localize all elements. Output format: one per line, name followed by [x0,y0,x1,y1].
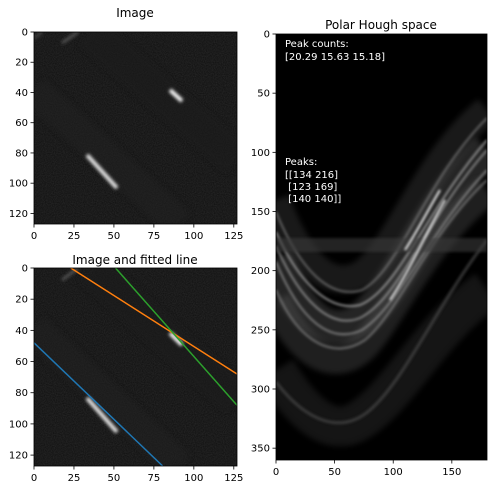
y-tick-label: 150 [251,207,270,218]
x-tick-label: 0 [273,467,279,478]
x-tick-label: 50 [108,473,121,484]
plot-frame [33,267,238,467]
y-tick-label: 120 [9,451,28,462]
bright-segment-lower [85,396,119,434]
panel-image-title: Image [116,6,154,20]
peaks-row-2: [123 169] [285,182,337,193]
x-tick-label: 100 [184,231,203,242]
image-axes: 0 25 50 75 100 125 0 20 40 60 80 100 120 [9,28,243,243]
panel-image: Image 0 25 50 75 100 125 0 20 40 60 80 100 120 [9,6,243,242]
y-tick-label: 100 [251,148,270,159]
panel-hough-title: Polar Hough space [325,18,437,32]
x-tick-label: 125 [224,473,243,484]
x-tick-label: 25 [68,473,81,484]
peaks-row-1: [[134 216] [285,170,338,181]
panel-fitted-title: Image and fitted line [72,253,197,267]
y-tick-label: 0 [22,264,28,275]
x-tick-label: 0 [31,231,37,242]
plot-frame [33,31,238,225]
x-tick-label: 25 [68,231,81,242]
bright-segment-upper [168,88,184,103]
peak-counts-value: [20.29 15.63 15.18] [285,52,385,63]
fitted-lines [34,268,237,466]
y-tick-label: 20 [15,295,28,306]
x-tick-label: 0 [31,473,37,484]
x-tick-label: 50 [108,231,121,242]
y-tick-label: 0 [264,30,270,41]
x-tick-label: 75 [148,473,161,484]
fitted-line-1 [34,342,164,466]
y-tick-label: 40 [15,88,28,99]
peaks-label: Peaks: [285,157,317,168]
y-tick-label: 100 [9,179,28,190]
plot-frame [275,33,488,461]
fitted-line-2 [70,268,237,375]
y-tick-label: 50 [257,89,270,100]
y-tick-label: 80 [15,148,28,159]
y-tick-label: 40 [15,326,28,337]
hough-raster [276,34,487,460]
y-tick-label: 300 [251,385,270,396]
y-tick-label: 200 [251,266,270,277]
bright-segment-upper [168,331,184,347]
x-tick-label: 100 [184,473,203,484]
fitted-axes: 0 25 50 75 100 125 0 20 40 60 80 100 120 [9,264,243,485]
y-tick-label: 20 [15,58,28,69]
y-tick-label: 120 [9,209,28,220]
y-tick-label: 250 [251,325,270,336]
y-tick-label: 80 [15,388,28,399]
panel-hough: Polar Hough space 0 50 100 150 0 50 100 150 200 2… [251,18,488,478]
y-tick-label: 350 [251,444,270,455]
x-tick-label: 150 [442,467,461,478]
x-tick-label: 50 [328,467,341,478]
peak-counts-label: Peak counts: [285,39,349,50]
panel-fitted: Image and fitted line 0 25 50 75 100 125 0 20 40… [9,253,243,484]
y-tick-label: 0 [22,28,28,39]
y-tick-label: 60 [15,118,28,129]
x-tick-label: 75 [148,231,161,242]
x-tick-label: 125 [224,231,243,242]
y-tick-label: 60 [15,357,28,368]
image-raster [34,32,237,224]
hough-axes: 0 50 100 150 0 50 100 150 200 250 300 350 [251,30,488,478]
y-tick-label: 100 [9,419,28,430]
peaks-row-3: [140 140]] [285,194,341,205]
fitted-line-3 [114,268,237,406]
bright-segment-lower [85,153,119,190]
fitted-raster [34,268,237,466]
x-tick-label: 100 [384,467,403,478]
